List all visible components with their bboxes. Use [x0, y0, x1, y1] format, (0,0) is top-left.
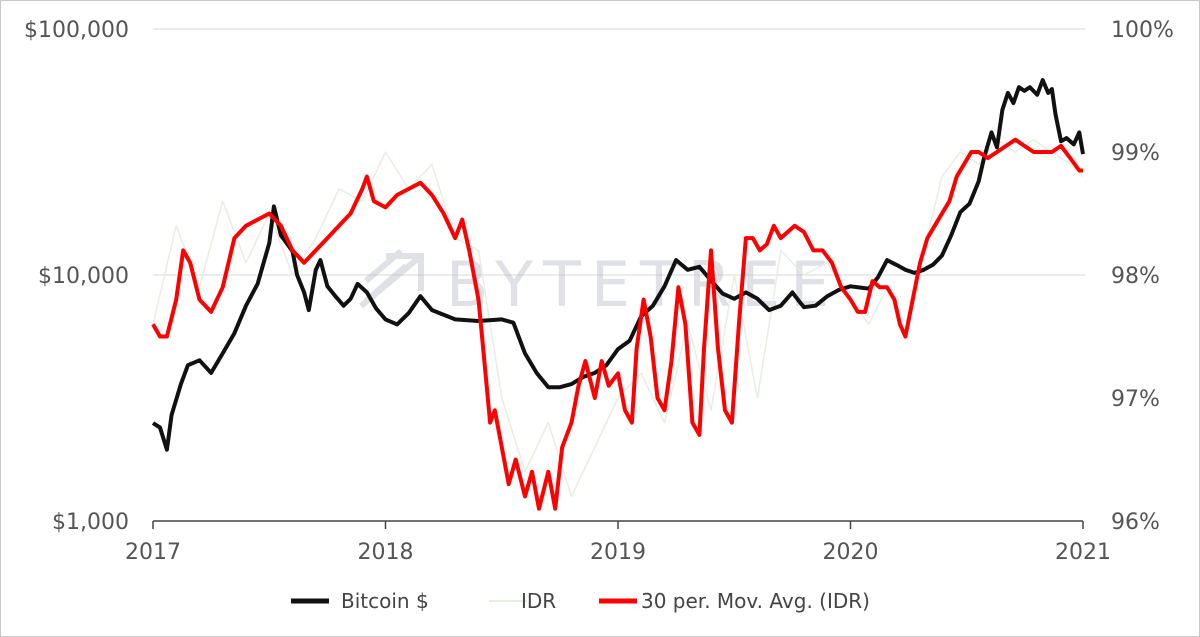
- x-tick-label: 2019: [590, 540, 646, 565]
- series-line-bitcoin: [151, 78, 1085, 452]
- right-tick-label: 99%: [1111, 141, 1160, 166]
- legend-label: IDR: [521, 589, 556, 613]
- left-tick-label: $1,000: [52, 510, 129, 535]
- right-axis-ticks: 96% 97% 98% 99% 100%: [1111, 18, 1174, 535]
- watermark-logo-icon: [359, 248, 424, 309]
- grid-lines: [153, 28, 1085, 276]
- x-tick-label: 2017: [125, 540, 181, 565]
- legend-item: Bitcoin $: [291, 589, 429, 613]
- legend-label: 30 per. Mov. Avg. (IDR): [641, 589, 870, 613]
- x-tick-label: 2020: [823, 540, 879, 565]
- right-tick-label: 100%: [1111, 18, 1174, 43]
- right-tick-label: 97%: [1111, 387, 1160, 412]
- series-layer: [151, 78, 1085, 511]
- left-tick-label: $10,000: [38, 264, 129, 289]
- x-tick-label: 2021: [1055, 540, 1111, 565]
- legend-item: 30 per. Mov. Avg. (IDR): [599, 589, 870, 613]
- legend-item: IDR: [489, 589, 556, 613]
- left-tick-label: $100,000: [24, 18, 129, 43]
- right-tick-label: 96%: [1111, 510, 1160, 535]
- x-tick-label: 2018: [358, 540, 414, 565]
- x-axis-ticks: 2017 2018 2019 2020 2021: [125, 521, 1111, 565]
- legend: Bitcoin $ IDR 30 per. Mov. Avg. (IDR): [291, 589, 870, 613]
- left-axis-ticks: $1,000 $10,000 $100,000: [24, 18, 129, 535]
- legend-label: Bitcoin $: [341, 589, 429, 613]
- series-line-idr: [152, 138, 1084, 498]
- series-line-30-per-mov-avg-idr: [151, 137, 1083, 511]
- right-tick-label: 98%: [1111, 264, 1160, 289]
